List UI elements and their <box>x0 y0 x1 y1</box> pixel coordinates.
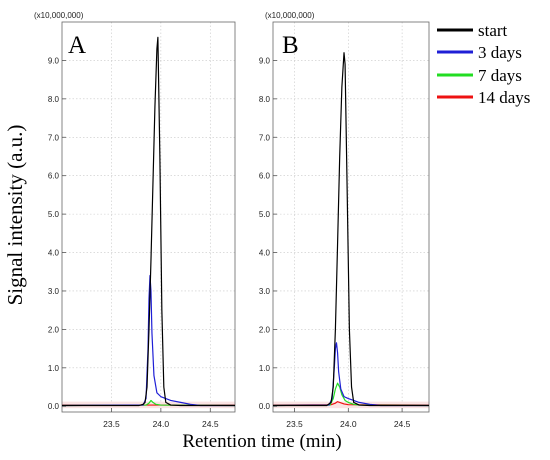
panel-letter: B <box>282 32 299 59</box>
x-tick-label: 24.5 <box>202 419 219 429</box>
y-tick-label: 1.0 <box>259 364 271 373</box>
y-tick-label: 0.0 <box>48 402 60 411</box>
chart-panel-b: 0.0 1.0 2.0 3.0 4.0 5.0 6.0 7.0 8.0 9.0 23.5 24.0 24… <box>259 11 430 429</box>
legend-label: 14 days <box>478 88 530 107</box>
plot-frame <box>61 21 236 413</box>
panels: 0.0 1.0 2.0 3.0 4.0 5.0 6.0 7.0 8.0 9.0 23.5 24.0 24… <box>34 11 430 429</box>
legend-label: 7 days <box>478 66 522 85</box>
y-axis-label: Signal intensity (a.u.) <box>3 125 27 306</box>
y-tick-label: 7.0 <box>259 133 271 142</box>
legend-label: start <box>478 21 508 40</box>
y-tick-label: 8.0 <box>259 95 271 104</box>
y-tick-label: 7.0 <box>48 133 60 142</box>
x-tick-label: 23.5 <box>103 419 120 429</box>
y-tick-label: 2.0 <box>259 325 271 334</box>
series-line-start <box>273 52 429 407</box>
y-tick-label: 1.0 <box>48 364 60 373</box>
y-tick-label: 6.0 <box>48 172 60 181</box>
x-axis-label: Retention time (min) <box>182 431 341 452</box>
legend-label: 3 days <box>478 43 522 62</box>
panel-letter: A <box>68 32 86 59</box>
series-line-7-days <box>272 382 430 407</box>
y-tick-label: 5.0 <box>259 210 271 219</box>
series-line-7-days <box>61 399 236 407</box>
x-tick-label: 24.0 <box>153 419 170 429</box>
x-tick-label: 24.0 <box>340 419 357 429</box>
plot-area <box>273 22 429 412</box>
y-tick-label: 3.0 <box>48 287 60 296</box>
x-tick-label: 24.5 <box>394 419 411 429</box>
y-tick-label: 9.0 <box>48 56 60 65</box>
y-tick-label: 6.0 <box>259 172 271 181</box>
legend: start 3 days 7 days 14 days <box>437 21 530 107</box>
y-multiplier-label: (x10,000,000) <box>34 11 84 20</box>
chart-panel-a: 0.0 1.0 2.0 3.0 4.0 5.0 6.0 7.0 8.0 9.0 23.5 24.0 24… <box>34 11 236 429</box>
x-tick-label: 23.5 <box>286 419 303 429</box>
y-tick-label: 5.0 <box>48 210 60 219</box>
plot-frame <box>272 21 430 413</box>
series-line-start <box>62 36 235 407</box>
y-tick-label: 2.0 <box>48 325 60 334</box>
y-tick-label: 0.0 <box>259 402 271 411</box>
y-tick-label: 4.0 <box>259 249 271 258</box>
y-tick-label: 9.0 <box>259 56 271 65</box>
y-tick-label: 3.0 <box>259 287 271 296</box>
y-tick-label: 8.0 <box>48 95 60 104</box>
series-line-14-days <box>272 401 430 406</box>
y-tick-label: 4.0 <box>48 249 60 258</box>
y-multiplier-label: (x10,000,000) <box>265 11 315 20</box>
